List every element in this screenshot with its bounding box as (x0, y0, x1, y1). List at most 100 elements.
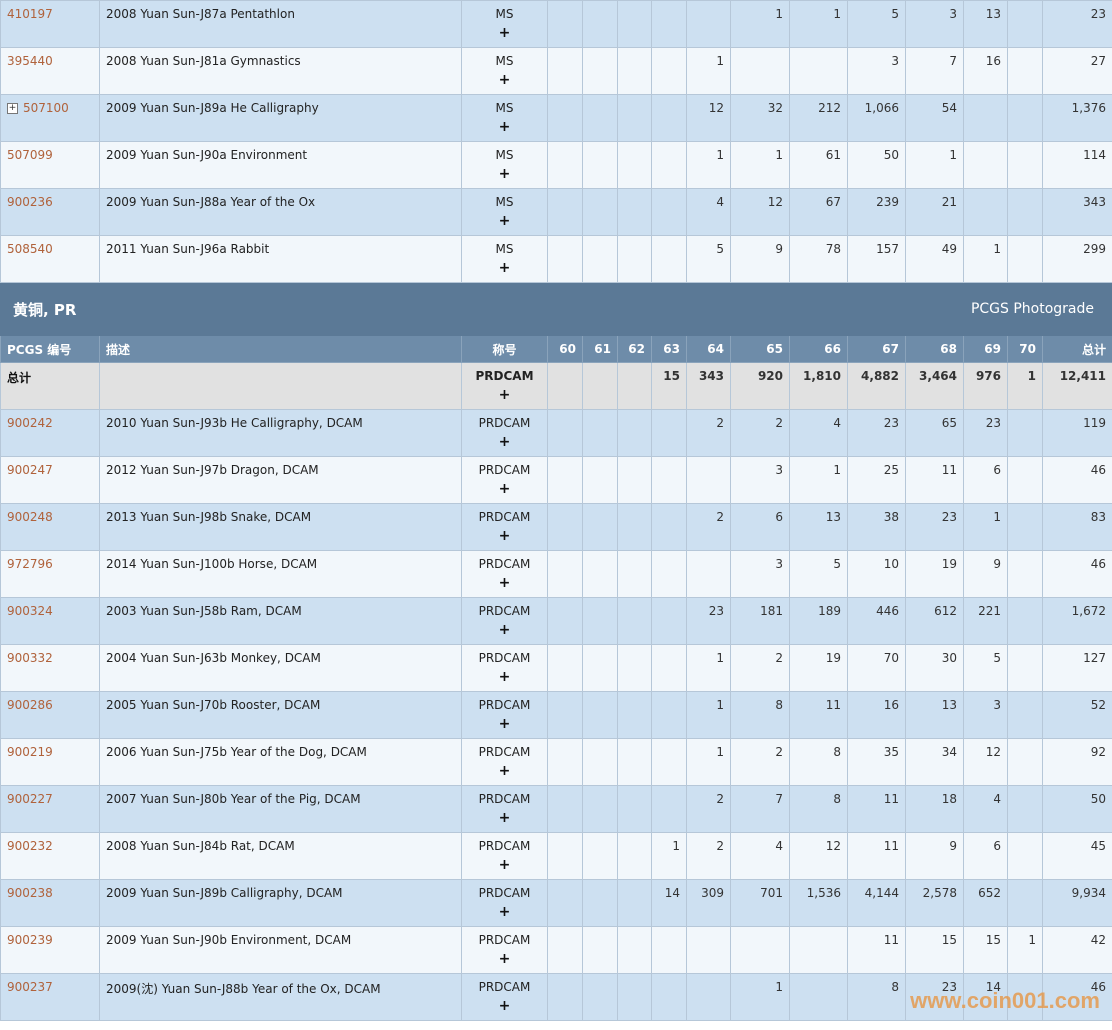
pcgs-code-link[interactable]: 507099 (7, 148, 53, 162)
col-header-grade[interactable]: 69 (963, 335, 1008, 363)
col-header-desig[interactable]: 称号 (461, 335, 548, 363)
designation: MS (495, 242, 514, 256)
plus-icon[interactable]: + (498, 119, 511, 135)
plus-icon[interactable]: + (498, 575, 511, 591)
pcgs-code-link[interactable]: 508540 (7, 242, 53, 256)
col-header-grade[interactable]: 66 (789, 335, 848, 363)
plus-icon[interactable]: + (498, 998, 511, 1014)
grade-count: 35 (883, 745, 899, 759)
col-header-grade[interactable]: 61 (582, 335, 618, 363)
plus-icon[interactable]: + (498, 213, 511, 229)
plus-icon[interactable]: + (498, 434, 511, 450)
plus-icon[interactable]: + (498, 763, 511, 779)
plus-icon[interactable]: + (498, 72, 511, 88)
total-count: 1,672 (1071, 604, 1106, 618)
grade-count: 920 (757, 369, 783, 383)
description: 2014 Yuan Sun-J100b Horse, DCAM (106, 557, 318, 571)
plus-icon[interactable]: + (498, 622, 511, 638)
col-header-grade[interactable]: 70 (1007, 335, 1043, 363)
grade-count (619, 143, 651, 149)
grade-cell: 701 (730, 879, 790, 927)
grade-cell: 1,066 (847, 94, 906, 142)
grade-cell: 50 (847, 141, 906, 189)
plus-icon[interactable]: + (498, 951, 511, 967)
grade-count (688, 552, 730, 558)
grade-count: 2 (775, 416, 783, 430)
section-title-cell: 黄铜, PR (0, 282, 731, 336)
col-header-code[interactable]: PCGS 编号 (0, 335, 100, 363)
grade-cell: 45 (1042, 832, 1112, 880)
pcgs-code-link[interactable]: 900219 (7, 745, 53, 759)
designation-cell: PRDCAM + (461, 785, 548, 833)
photograde-link[interactable]: PCGS Photograde (970, 301, 1094, 317)
pcgs-code-link[interactable]: 900332 (7, 651, 53, 665)
pcgs-code-link[interactable]: 972796 (7, 557, 53, 571)
col-header-grade[interactable]: 64 (686, 335, 731, 363)
grade-count: 5 (716, 242, 724, 256)
grade-cell: 920 (730, 362, 790, 410)
col-header-grade[interactable]: 65 (730, 335, 790, 363)
pcgs-code-link[interactable]: 900237 (7, 980, 53, 994)
plus-icon[interactable]: + (498, 857, 511, 873)
plus-icon[interactable]: + (498, 716, 511, 732)
col-header-desc[interactable]: 描述 (99, 335, 462, 363)
plus-icon[interactable]: + (498, 25, 511, 41)
col-header-grade[interactable]: 总计 (1042, 335, 1112, 363)
pcgs-code-link[interactable]: 900227 (7, 792, 53, 806)
col-header-grade[interactable]: 68 (905, 335, 964, 363)
col-header-grade[interactable]: 67 (847, 335, 906, 363)
pcgs-code-link[interactable]: 900247 (7, 463, 53, 477)
pcgs-code-link[interactable]: 410197 (7, 7, 53, 21)
grade-count: 23 (941, 510, 957, 524)
grade-count: 49 (941, 242, 957, 256)
pcgs-code-link[interactable]: 900242 (7, 416, 53, 430)
grade-count: 21 (941, 195, 957, 209)
pcgs-code-link[interactable]: 395440 (7, 54, 53, 68)
pcgs-code-link[interactable]: 900286 (7, 698, 53, 712)
grade-cell: 3 (730, 456, 790, 504)
pcgs-code-link[interactable]: 900238 (7, 886, 53, 900)
grade-count: 12 (767, 195, 783, 209)
expand-icon[interactable]: + (7, 102, 18, 114)
grade-cell: 52 (1042, 691, 1112, 739)
grade-count (619, 646, 651, 652)
pcgs-code-link[interactable]: 507100 (23, 101, 69, 115)
grade-count: 446 (876, 604, 899, 618)
pcgs-code-link[interactable]: 900236 (7, 195, 53, 209)
grade-cell: 1,536 (789, 879, 848, 927)
plus-icon[interactable]: + (498, 481, 511, 497)
grade-count (688, 975, 730, 981)
grade-cell: 32 (730, 94, 790, 142)
pcgs-code-cell: 900242 (0, 409, 100, 457)
plus-icon[interactable]: + (498, 166, 511, 182)
plus-icon[interactable]: + (498, 669, 511, 685)
pcgs-code-link[interactable]: 900248 (7, 510, 53, 524)
designation-wrap: PRDCAM + (463, 505, 547, 544)
grade-cell: 2 (730, 738, 790, 786)
plus-icon[interactable]: + (498, 810, 511, 826)
pcgs-code-link[interactable]: 900324 (7, 604, 53, 618)
designation-wrap: PRDCAM + (463, 411, 547, 450)
plus-icon[interactable]: + (498, 260, 511, 276)
plus-icon[interactable]: + (498, 387, 511, 403)
grade-cell: 13 (789, 503, 848, 551)
grade-cell: 11 (847, 832, 906, 880)
table-row: 900236 2009 Yuan Sun-J88a Year of the Ox M… (0, 188, 1112, 236)
col-header-grade[interactable]: 60 (547, 335, 583, 363)
plus-icon[interactable]: + (498, 904, 511, 920)
grade-cell: 1,810 (789, 362, 848, 410)
col-header-grade[interactable]: 62 (617, 335, 652, 363)
grade-cell (651, 47, 687, 95)
grade-cell: 3 (730, 550, 790, 598)
pcgs-code-link[interactable]: 900232 (7, 839, 53, 853)
total-count: 27 (1090, 54, 1106, 68)
grade-cell (582, 409, 618, 457)
grade-count (584, 411, 617, 417)
grade-cell (617, 973, 652, 1021)
grade-cell (617, 0, 652, 48)
col-header-grade[interactable]: 63 (651, 335, 687, 363)
plus-icon[interactable]: + (498, 528, 511, 544)
pcgs-code-link[interactable]: 900239 (7, 933, 53, 947)
grade-count: 8 (891, 980, 899, 994)
pcgs-code-wrap: 900239 (2, 928, 99, 947)
